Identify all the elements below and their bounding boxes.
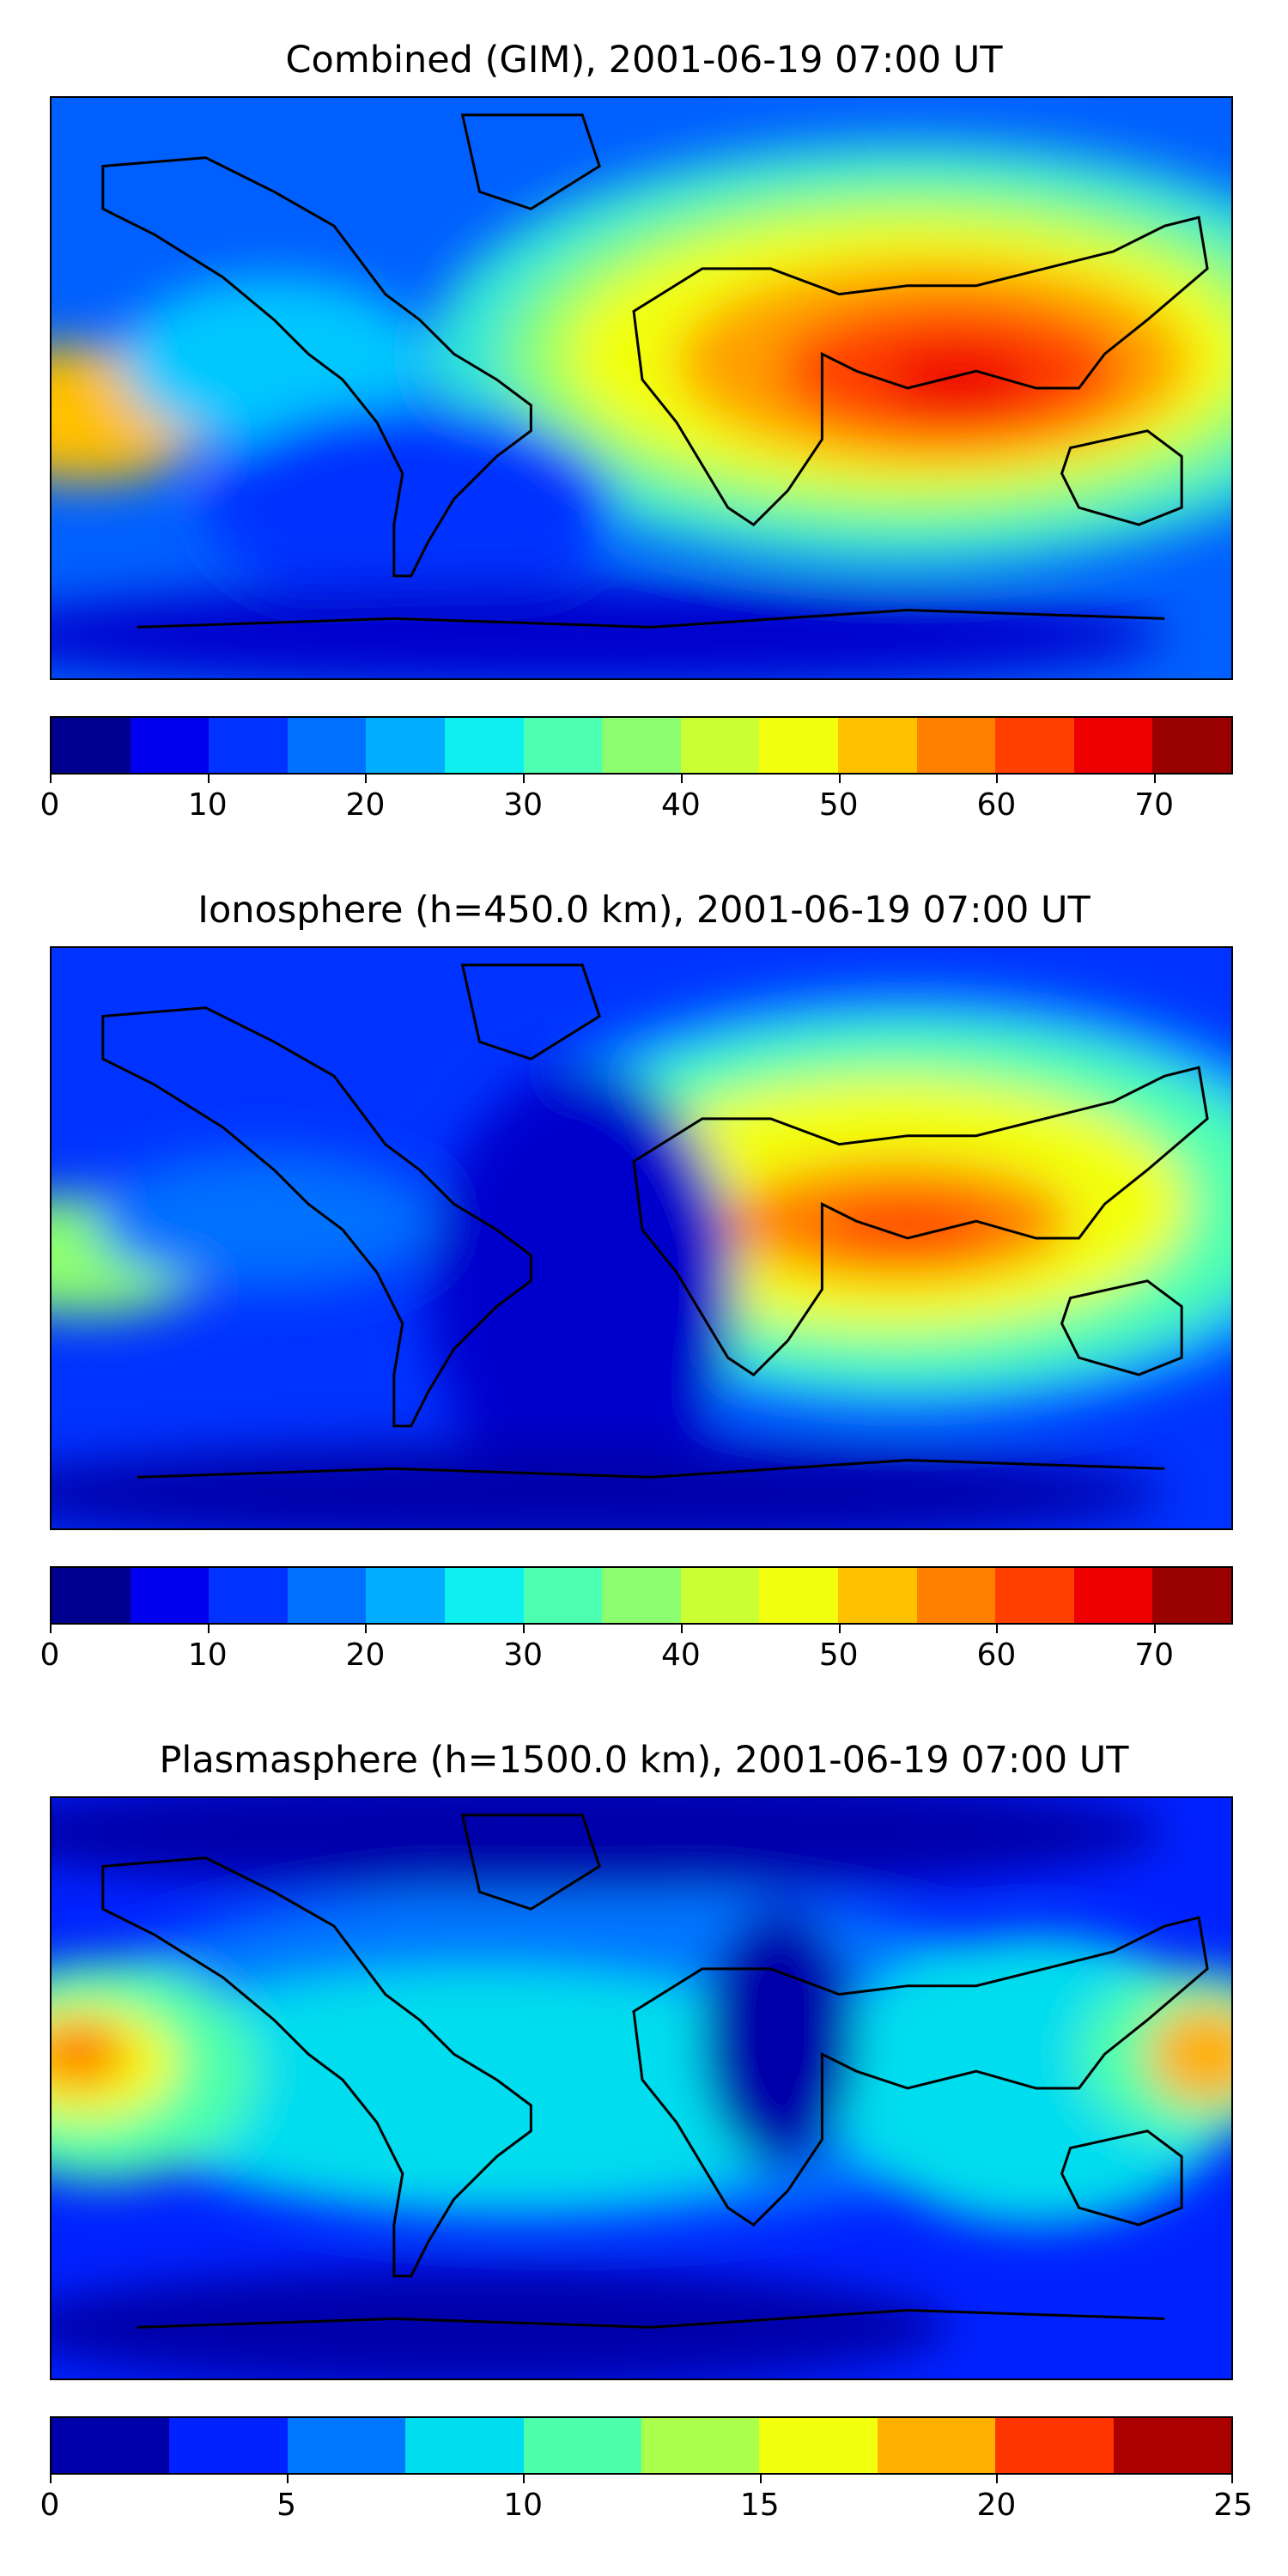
- colorbar-segment: [523, 1568, 603, 1623]
- tec-map: [50, 946, 1233, 1530]
- colorbar-segment: [1113, 2418, 1232, 2473]
- colorbar-segment: [837, 1568, 917, 1623]
- colorbar-tick-label: 10: [187, 1637, 228, 1673]
- colorbar-tick-label: 20: [345, 1637, 386, 1673]
- colorbar-tick-label: 0: [39, 1637, 60, 1673]
- colorbar-tick-mark: [207, 775, 210, 783]
- colorbar-tick-label: 70: [1134, 1637, 1175, 1673]
- colorbar: [50, 1566, 1233, 1625]
- colorbar-segment: [680, 718, 760, 773]
- colorbar-segment: [1073, 1568, 1153, 1623]
- colorbar-ticks: 0 10 20 30 40 50 60 70: [40, 1625, 1233, 1676]
- colorbar-segment: [405, 2418, 524, 2473]
- colorbar-tick-mark: [50, 775, 52, 783]
- colorbar-tick-mark: [523, 2475, 526, 2483]
- colorbar-segment: [680, 1568, 760, 1623]
- colorbar-tick-mark: [523, 775, 526, 783]
- colorbar-tick-mark: [286, 2475, 289, 2483]
- colorbar-tick-mark: [50, 2475, 52, 2483]
- colorbar-tick-label: 20: [345, 787, 386, 823]
- colorbar-tick-mark: [680, 1625, 683, 1633]
- colorbar-segment: [877, 2418, 996, 2473]
- colorbar-segment: [52, 718, 131, 773]
- colorbar-tick-mark: [996, 2475, 999, 2483]
- colorbar-tick-label: 70: [1134, 787, 1175, 823]
- colorbar-segment: [287, 2418, 406, 2473]
- colorbar-segment: [287, 718, 367, 773]
- colorbar-segment: [916, 718, 996, 773]
- colorbar-tick-mark: [996, 775, 999, 783]
- colorbar-segment: [1073, 718, 1153, 773]
- colorbar-segment: [209, 718, 288, 773]
- colorbar-tick-mark: [1154, 1625, 1157, 1633]
- colorbar-segment: [130, 718, 210, 773]
- colorbar-segment: [523, 718, 603, 773]
- colorbar-segment: [602, 1568, 681, 1623]
- colorbar-tick-mark: [838, 1625, 841, 1633]
- colorbar-tick-mark: [838, 775, 841, 783]
- colorbar-ticks: 0 5 10 15 20 25: [40, 2475, 1253, 2526]
- colorbar-segment: [444, 1568, 524, 1623]
- colorbar-tick-mark: [207, 1625, 210, 1633]
- colorbar-tick-mark: [1231, 2475, 1233, 2483]
- colorbar-ticks: 0 10 20 30 40 50 60 70: [40, 775, 1233, 826]
- colorbar-segment: [366, 718, 445, 773]
- colorbar-tick-mark: [759, 2475, 762, 2483]
- colorbar-segment: [444, 718, 524, 773]
- colorbar-tick-label: 50: [818, 787, 859, 823]
- colorbar-segment: [52, 1568, 131, 1623]
- colorbar-tick-label: 20: [976, 2488, 1017, 2523]
- colorbar-tick-label: 60: [976, 787, 1017, 823]
- colorbar-segment: [602, 718, 681, 773]
- colorbar-tick-label: 30: [503, 787, 544, 823]
- colorbar: [50, 716, 1233, 775]
- colorbar-segment: [759, 2418, 878, 2473]
- colorbar-tick-mark: [523, 1625, 526, 1633]
- map-title: Combined (GIM), 2001-06-19 07:00 UT: [285, 39, 1003, 82]
- colorbar-tick-label: 0: [39, 2488, 60, 2523]
- colorbar-segment: [1152, 1568, 1231, 1623]
- colorbar-tick-mark: [50, 1625, 52, 1633]
- colorbar-segment: [287, 1568, 367, 1623]
- colorbar-segment: [837, 718, 917, 773]
- colorbar-tick-label: 30: [503, 1637, 544, 1673]
- colorbar-tick-mark: [1154, 775, 1157, 783]
- colorbar-segment: [995, 718, 1074, 773]
- map-title: Plasmasphere (h=1500.0 km), 2001-06-19 0…: [159, 1739, 1129, 1782]
- colorbar-segment: [209, 1568, 288, 1623]
- colorbar-segment: [1152, 718, 1231, 773]
- colorbar-segment: [995, 1568, 1074, 1623]
- colorbar-segment: [366, 1568, 445, 1623]
- colorbar-tick-mark: [365, 775, 368, 783]
- colorbar-segment: [759, 718, 838, 773]
- colorbar-tick-mark: [680, 775, 683, 783]
- colorbar-tick-label: 50: [818, 1637, 859, 1673]
- colorbar-segment: [641, 2418, 760, 2473]
- colorbar: [50, 2416, 1233, 2475]
- colorbar-segment: [995, 2418, 1114, 2473]
- colorbar-tick-label: 40: [661, 1637, 701, 1673]
- colorbar-tick-label: 15: [739, 2488, 780, 2523]
- map-title: Ionosphere (h=450.0 km), 2001-06-19 07:0…: [197, 889, 1091, 932]
- colorbar-tick-label: 5: [276, 2488, 297, 2523]
- colorbar-tick-label: 0: [39, 787, 60, 823]
- colorbar-segment: [130, 1568, 210, 1623]
- colorbar-segment: [916, 1568, 996, 1623]
- colorbar-tick-mark: [365, 1625, 368, 1633]
- colorbar-tick-label: 40: [661, 787, 701, 823]
- colorbar-segment: [523, 2418, 642, 2473]
- colorbar-tick-label: 25: [1213, 2488, 1253, 2523]
- tec-map: [50, 96, 1233, 680]
- colorbar-segment: [759, 1568, 838, 1623]
- colorbar-segment: [52, 2418, 170, 2473]
- colorbar-tick-label: 10: [503, 2488, 544, 2523]
- colorbar-segment: [169, 2418, 288, 2473]
- tec-map: [50, 1796, 1233, 2380]
- colorbar-tick-mark: [996, 1625, 999, 1633]
- colorbar-tick-label: 10: [187, 787, 228, 823]
- colorbar-tick-label: 60: [976, 1637, 1017, 1673]
